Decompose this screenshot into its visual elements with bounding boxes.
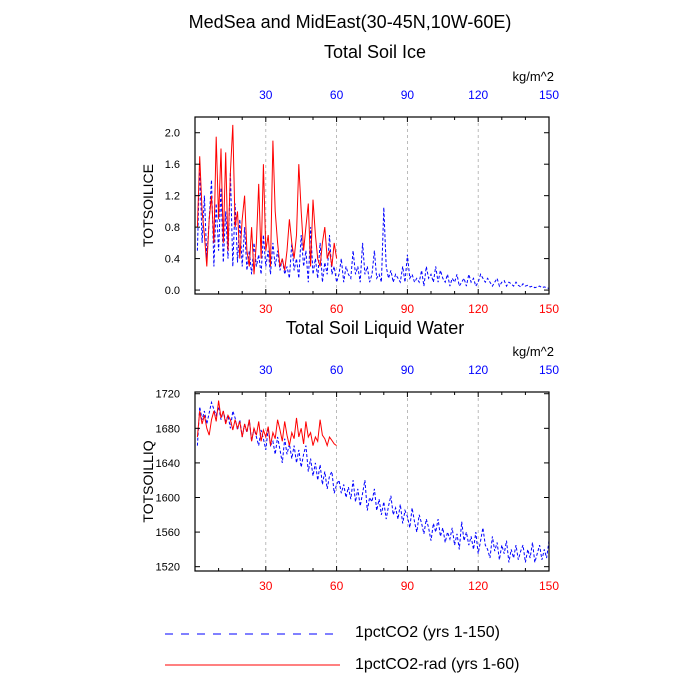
y-tick-label: 1.2: [165, 191, 180, 203]
panel1-title: Total Soil Ice: [323, 42, 427, 62]
plot-frame: [194, 116, 550, 295]
panel-2: [194, 391, 550, 572]
y-tick-label: 0.0: [165, 285, 180, 297]
legend-label-series2: 1pctCO2-rad (yrs 1-60): [355, 656, 520, 673]
y-axis-label: TOTSOILLIQ: [140, 440, 156, 522]
x-tick-label-bottom: 30: [259, 579, 273, 593]
y-tick-label: 1.6: [165, 159, 180, 171]
y-axis-label: TOTSOILICE: [140, 164, 156, 247]
x-tick-label-bottom: 120: [468, 579, 488, 593]
y-tick-label: 1600: [156, 492, 180, 504]
plot-frame: [194, 391, 550, 572]
figure-title: MedSea and MidEast(30-45N,10W-60E): [188, 12, 512, 32]
x-tick-label-top: 120: [468, 363, 488, 377]
x-tick-label-top: 30: [259, 363, 273, 377]
series-line-1: [196, 400, 550, 563]
x-tick-label-bottom: 60: [330, 302, 344, 316]
units-label: kg/m^2: [512, 344, 554, 359]
y-tick-label: 0.8: [165, 222, 180, 234]
panel2-title: Total Soil Liquid Water: [285, 318, 465, 338]
series-line-2: [196, 400, 337, 448]
series-line-2: [196, 124, 338, 275]
x-tick-label-bottom: 30: [259, 302, 273, 316]
x-tick-label-top: 60: [330, 363, 344, 377]
y-tick-label: 1720: [156, 389, 180, 401]
x-tick-label-bottom: 120: [468, 302, 488, 316]
x-tick-label-bottom: 150: [539, 302, 559, 316]
y-tick-label: 1520: [156, 562, 180, 574]
x-tick-label-bottom: 90: [401, 579, 415, 593]
x-tick-label-bottom: 90: [401, 302, 415, 316]
x-tick-label-top: 30: [259, 88, 273, 102]
x-tick-label-top: 90: [401, 363, 415, 377]
y-tick-label: 1640: [156, 458, 180, 470]
y-tick-label: 1560: [156, 527, 180, 539]
x-tick-label-top: 150: [539, 88, 559, 102]
x-tick-label-bottom: 150: [539, 579, 559, 593]
units-label: kg/m^2: [512, 69, 554, 84]
series-line-1: [196, 164, 550, 289]
panel-1: [194, 116, 550, 295]
legend-label-series1: 1pctCO2 (yrs 1-150): [355, 624, 500, 641]
y-tick-label: 1680: [156, 423, 180, 435]
x-tick-label-top: 60: [330, 88, 344, 102]
x-tick-label-bottom: 60: [330, 579, 344, 593]
x-tick-label-top: 90: [401, 88, 415, 102]
x-tick-label-top: 150: [539, 363, 559, 377]
y-tick-label: 2.0: [165, 128, 180, 140]
y-tick-label: 0.4: [165, 254, 180, 266]
x-tick-label-top: 120: [468, 88, 488, 102]
